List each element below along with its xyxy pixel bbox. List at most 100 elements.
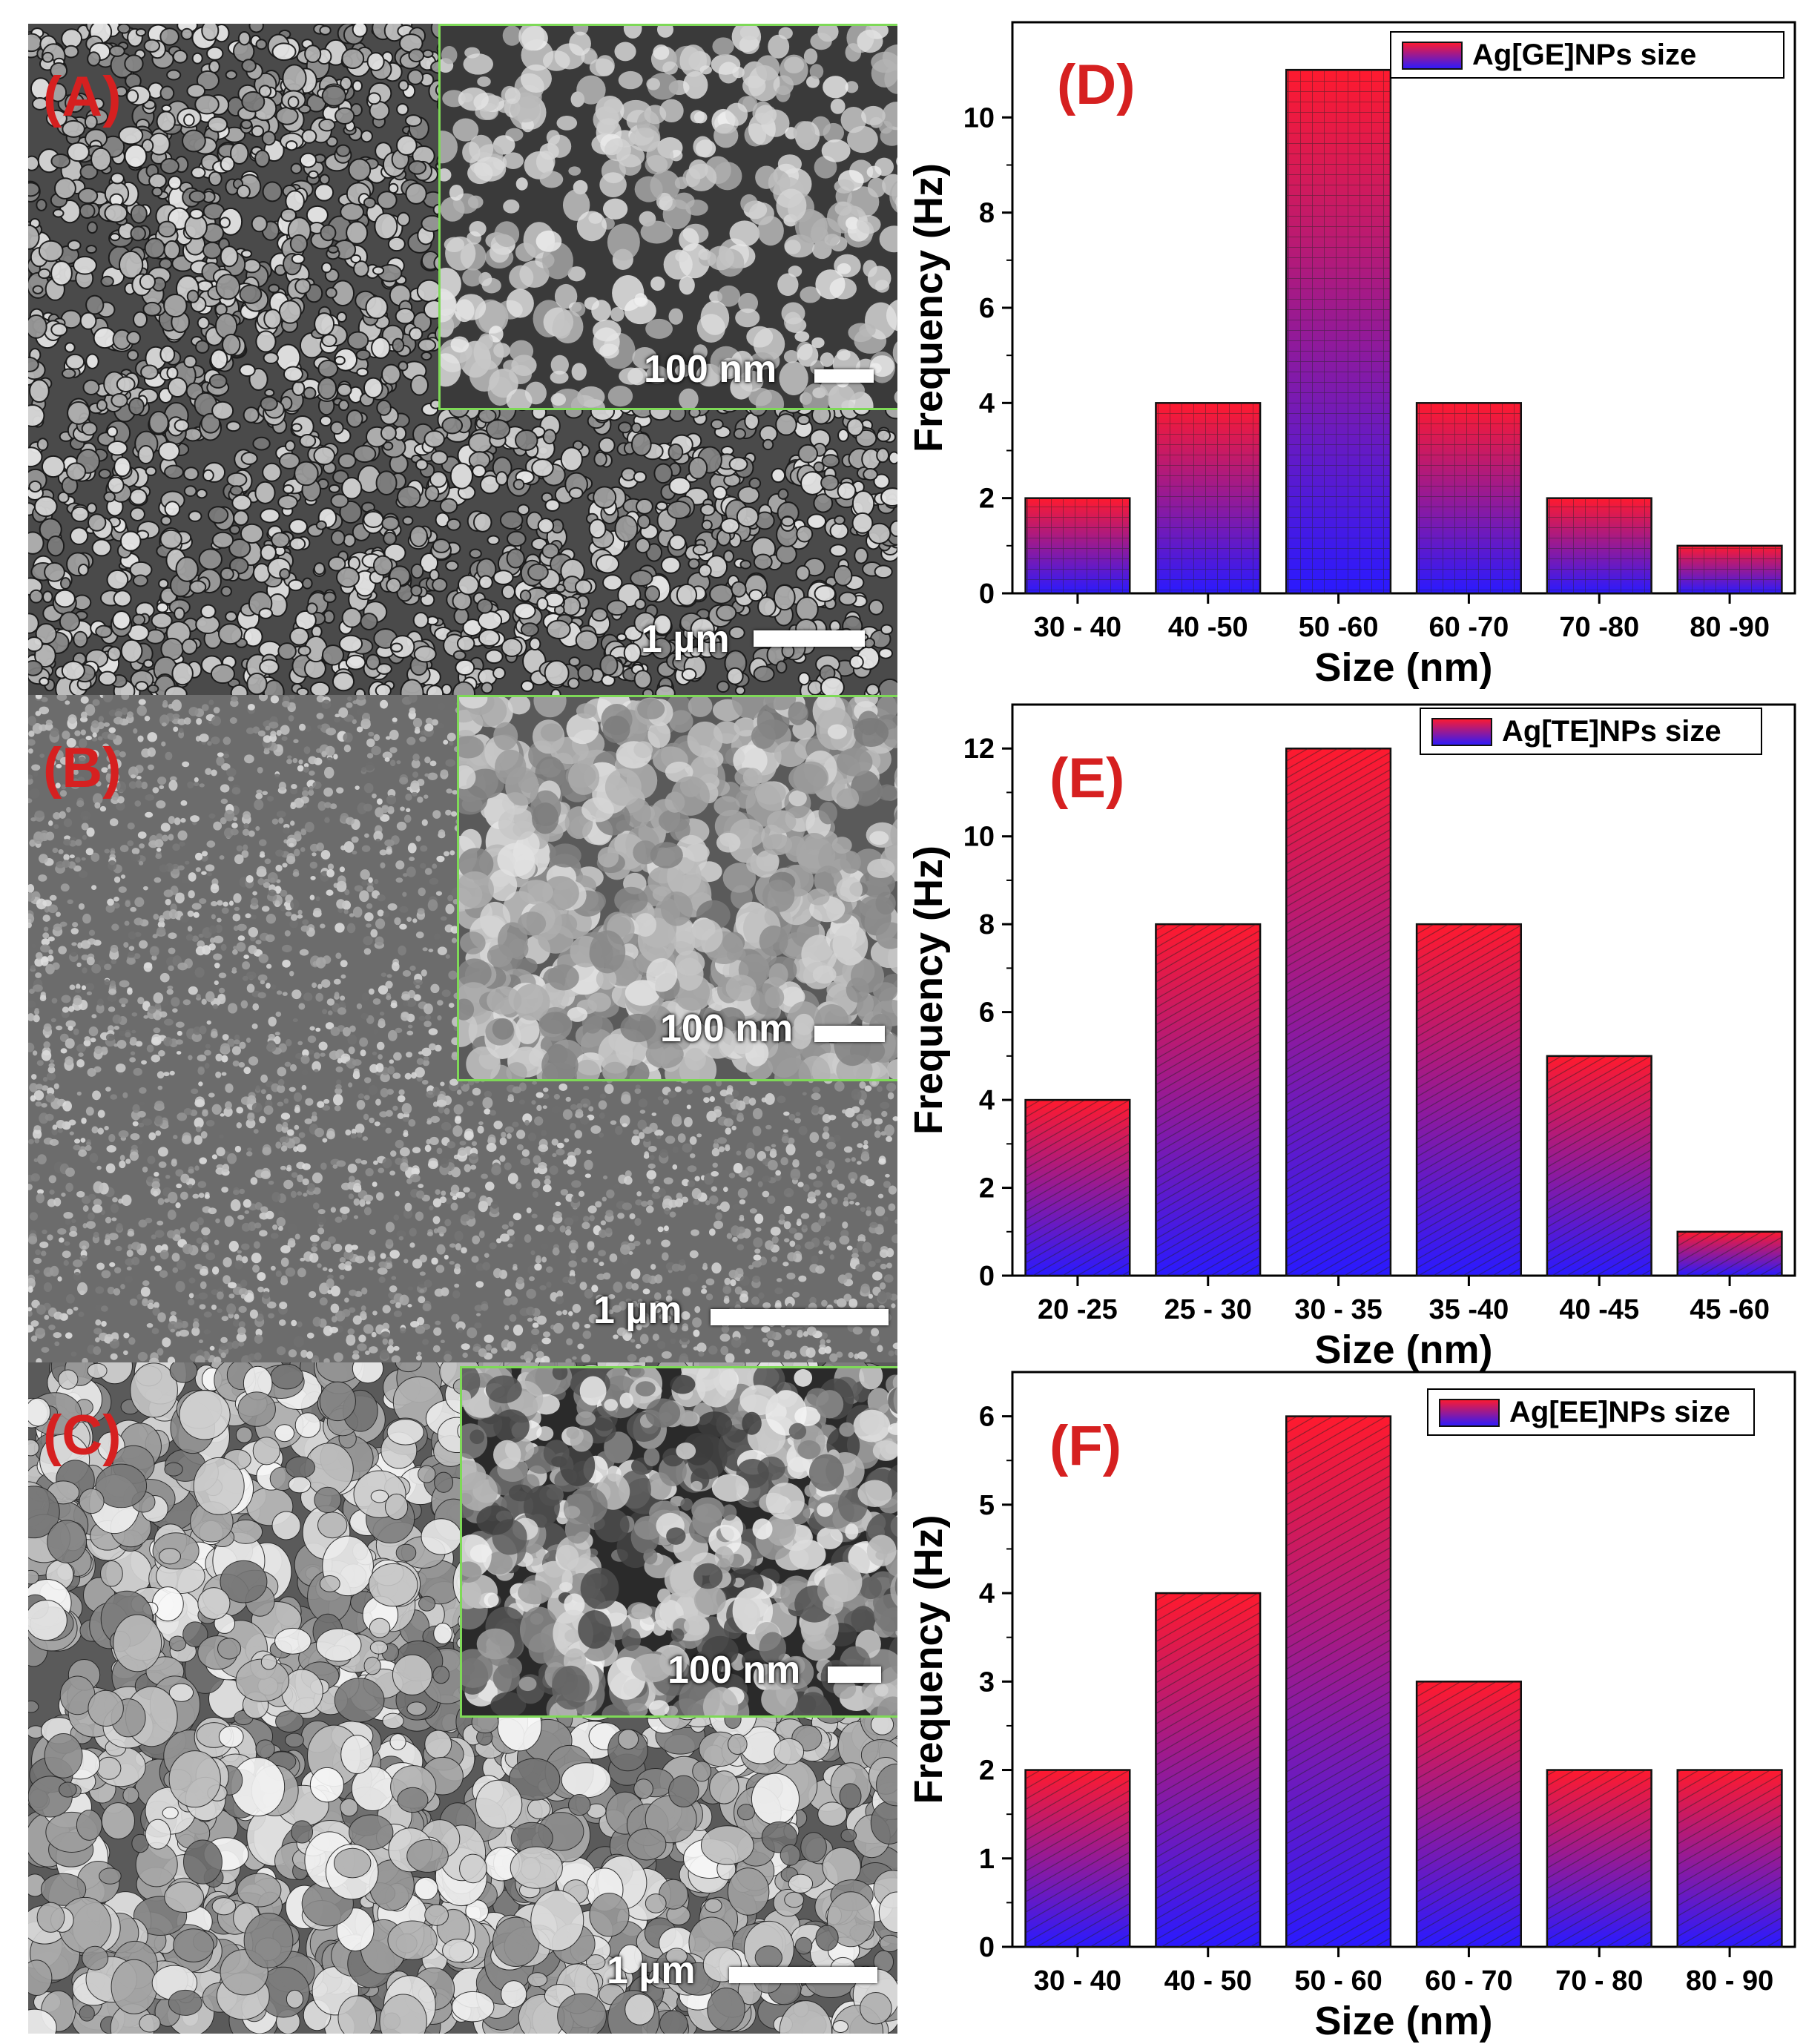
- bar-pattern: [1025, 1100, 1130, 1276]
- x-tick-label: 20 -25: [1038, 1294, 1118, 1325]
- scale-bar-c: [729, 1967, 877, 1983]
- bar-pattern: [1546, 1055, 1652, 1276]
- x-tick-label: 35 -40: [1429, 1294, 1509, 1325]
- y-tick-label: 3: [979, 1666, 995, 1698]
- panel-label-c: (C): [43, 1404, 122, 1467]
- inset-texture-c: [462, 1368, 897, 1715]
- plot-frame: [1011, 1371, 1796, 1948]
- y-axis-label: Frequency (Hz): [906, 845, 951, 1135]
- x-tick-label: 80 -90: [1690, 612, 1770, 643]
- x-tick-label: 45 -60: [1690, 1294, 1770, 1325]
- x-axis-label: Size (nm): [1314, 1999, 1492, 2043]
- x-tick-label: 80 - 90: [1686, 1965, 1773, 1997]
- sem-image-a: (A) 100 nm 1 µm: [28, 24, 897, 695]
- x-tick-label: 50 - 60: [1294, 1965, 1382, 1997]
- y-tick-label: 4: [979, 1578, 995, 1609]
- sem-inset-c: [460, 1366, 897, 1718]
- bar-pattern: [1286, 70, 1391, 593]
- bar-pattern: [1677, 1770, 1782, 1947]
- sem-image-b: (B) 100 nm 1 µm: [28, 695, 897, 1362]
- y-tick-label: 8: [979, 198, 995, 229]
- x-tick-label: 30 - 35: [1294, 1294, 1382, 1325]
- y-tick-label: 12: [963, 733, 995, 765]
- inset-scale-label-b: 100 nm: [660, 1007, 794, 1050]
- y-tick-label: 4: [979, 388, 995, 419]
- bar-pattern: [1025, 1770, 1130, 1947]
- y-axis-label: Frequency (Hz): [906, 163, 951, 452]
- histogram-e: 0 2 4 6 8 10 12 20 -25 25 - 30 30 - 35 35 -40 40 -4…: [906, 701, 1802, 1372]
- bar-pattern: [1677, 1231, 1782, 1276]
- scale-label-b: 1 µm: [593, 1289, 682, 1332]
- x-tick-label: 40 -45: [1559, 1294, 1639, 1325]
- bar-pattern: [1286, 1416, 1391, 1947]
- x-tick-label: 40 - 50: [1164, 1965, 1252, 1997]
- x-tick-label: 70 - 80: [1555, 1965, 1643, 1997]
- x-tick-label: 70 -80: [1559, 612, 1639, 643]
- y-tick-label: 8: [979, 909, 995, 940]
- histogram-svg-f: 0 1 2 3 4 5 6 30 - 40 40 - 50 50 - 60 60 - 70 70 - …: [906, 1371, 1796, 2043]
- y-tick-label: 4: [979, 1085, 995, 1116]
- legend-label: Ag[TE]NPs size: [1502, 715, 1721, 748]
- legend-swatch: [1439, 1399, 1500, 1427]
- x-tick-label: 50 -60: [1299, 612, 1379, 643]
- histogram-f: 0 1 2 3 4 5 6 30 - 40 40 - 50 50 - 60 60 - 70 70 - …: [906, 1368, 1802, 2043]
- x-tick-label: 60 -70: [1429, 612, 1509, 643]
- bar-pattern: [1417, 403, 1521, 593]
- sem-image-c: (C) 100 nm 1 µm: [28, 1362, 897, 2034]
- sem-inset-b: [457, 695, 897, 1081]
- bar-pattern: [1417, 924, 1521, 1276]
- inset-scale-bar-b: [814, 1026, 885, 1042]
- y-tick-label: 10: [963, 822, 995, 853]
- x-tick-label: 40 -50: [1168, 612, 1248, 643]
- bar-pattern: [1156, 1593, 1261, 1947]
- panel-label: (E): [1049, 747, 1124, 810]
- panel-label-a: (A): [43, 65, 122, 128]
- panel-label: (D): [1057, 53, 1136, 116]
- inset-scale-bar-a: [814, 369, 874, 383]
- histogram-d: 0 2 4 6 8 10 30 - 40 40 -50 50 -60 60 -70 70 -80 80…: [906, 19, 1802, 701]
- histogram-svg-e: 0 2 4 6 8 10 12 20 -25 25 - 30 30 - 35 35 -40 40 -4…: [906, 703, 1796, 1372]
- scale-bar-a: [754, 630, 865, 647]
- y-tick-label: 6: [979, 293, 995, 324]
- x-tick-label: 30 - 40: [1034, 612, 1121, 643]
- y-tick-label: 6: [979, 1402, 995, 1433]
- legend-label: Ag[GE]NPs size: [1472, 39, 1696, 71]
- histogram-svg-d: 0 2 4 6 8 10 30 - 40 40 -50 50 -60 60 -70 70 -80 80…: [906, 21, 1796, 690]
- y-tick-label: 6: [979, 998, 995, 1029]
- legend-swatch: [1431, 718, 1492, 746]
- bar-pattern: [1156, 403, 1261, 593]
- x-axis-label: Size (nm): [1314, 645, 1492, 690]
- bar-pattern: [1286, 748, 1391, 1276]
- panel-label: (F): [1049, 1414, 1121, 1477]
- y-tick-label: 2: [979, 1755, 995, 1787]
- y-tick-label: 0: [979, 1932, 995, 1963]
- legend-swatch: [1402, 42, 1463, 70]
- legend-label: Ag[EE]NPs size: [1509, 1396, 1730, 1428]
- bar-pattern: [1025, 498, 1130, 593]
- y-tick-label: 2: [979, 484, 995, 515]
- scale-label-c: 1 µm: [607, 1949, 696, 1992]
- inset-texture-a: [441, 26, 897, 408]
- scale-bar-b: [711, 1309, 889, 1325]
- y-tick-label: 0: [979, 1261, 995, 1292]
- y-axis-label: Frequency (Hz): [906, 1514, 951, 1804]
- x-tick-label: 60 - 70: [1425, 1965, 1512, 1997]
- x-tick-label: 25 - 30: [1164, 1294, 1252, 1325]
- bar-pattern: [1546, 1770, 1652, 1947]
- scale-label-a: 1 µm: [641, 618, 730, 661]
- y-tick-label: 10: [963, 102, 995, 133]
- y-tick-label: 5: [979, 1490, 995, 1521]
- bar-pattern: [1417, 1681, 1521, 1947]
- bar-pattern: [1677, 545, 1782, 593]
- plot-frame: [1011, 703, 1796, 1277]
- x-tick-label: 30 - 40: [1034, 1965, 1121, 1997]
- y-tick-label: 1: [979, 1844, 995, 1875]
- panel-label-b: (B): [43, 736, 122, 800]
- y-tick-label: 2: [979, 1173, 995, 1204]
- inset-scale-label-c: 100 nm: [668, 1649, 801, 1692]
- x-axis-label: Size (nm): [1314, 1328, 1492, 1372]
- inset-texture-b: [459, 697, 897, 1079]
- bar-pattern: [1156, 924, 1261, 1276]
- inset-scale-bar-c: [828, 1666, 881, 1683]
- y-tick-label: 0: [979, 578, 995, 610]
